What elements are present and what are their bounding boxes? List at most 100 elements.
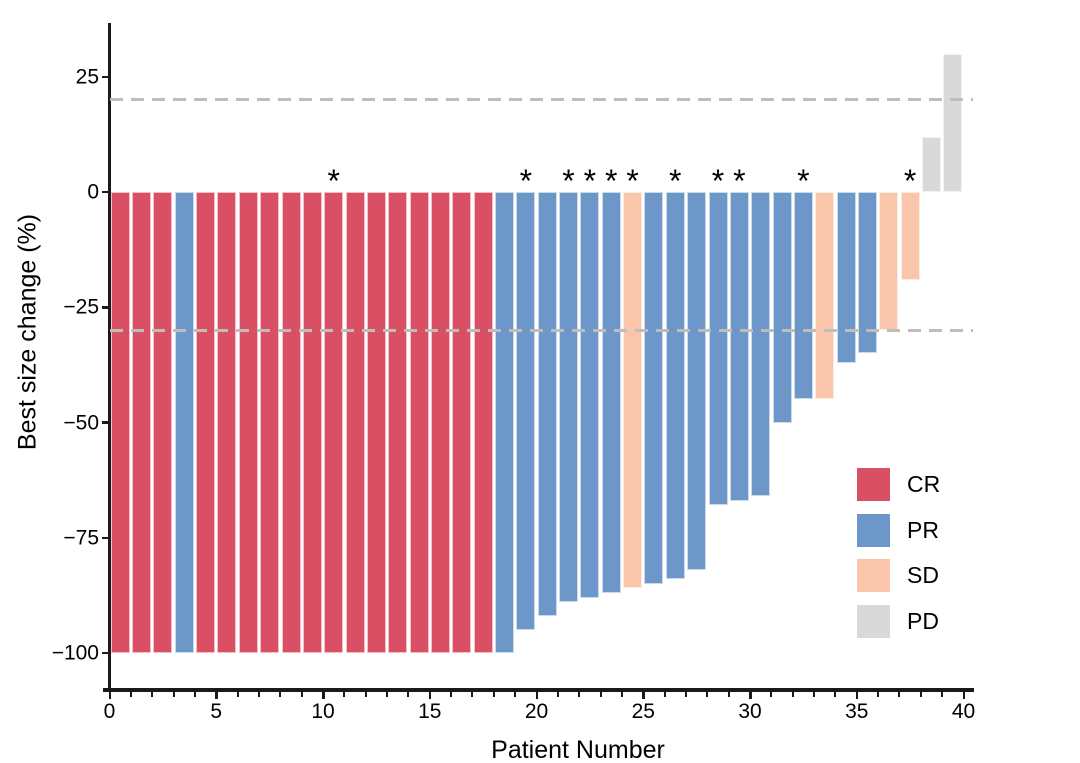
significance-asterisk: * (327, 163, 340, 199)
y-tick (101, 421, 108, 424)
bar-patient-14 (388, 192, 408, 653)
y-tick-label: −25 (63, 295, 99, 319)
bar-patient-13 (366, 192, 386, 653)
y-tick (101, 75, 108, 78)
bar-patient-3 (153, 192, 173, 653)
bar-patient-39 (922, 136, 941, 192)
x-tick-major (749, 691, 752, 699)
x-tick-minor (172, 691, 175, 697)
significance-asterisk: * (604, 163, 618, 199)
bar-patient-29 (708, 192, 728, 506)
x-tick-minor (514, 691, 517, 697)
bar-patient-31 (751, 192, 771, 497)
dashed-reference-line (110, 98, 973, 102)
x-tick-minor (684, 691, 687, 697)
significance-asterisk: * (733, 163, 746, 199)
bar-patient-30 (729, 192, 749, 501)
bar-patient-32 (772, 192, 792, 423)
bar-patient-21 (537, 192, 557, 617)
bar-patient-40 (943, 53, 963, 192)
bar-patient-36 (857, 192, 877, 354)
bar-patient-7 (238, 192, 258, 653)
x-tick-minor (727, 691, 730, 697)
legend-swatch-pr (857, 513, 890, 547)
dashed-reference-line (110, 328, 973, 332)
bar-patient-16 (430, 192, 450, 653)
legend-label: CR (907, 471, 941, 497)
x-tick-label: 10 (311, 700, 335, 723)
x-tick-minor (620, 691, 623, 697)
bar-patient-24 (601, 192, 621, 594)
y-tick-label: 0 (87, 180, 99, 204)
x-tick-minor (279, 691, 282, 697)
x-tick-minor (898, 691, 901, 697)
bar-patient-6 (217, 192, 237, 653)
bar-patient-26 (644, 192, 664, 584)
legend-label: PD (907, 607, 939, 634)
x-tick-minor (813, 691, 816, 697)
x-tick-label: 15 (418, 700, 442, 723)
x-tick-minor (877, 691, 880, 697)
bar-patient-8 (260, 192, 280, 653)
legend-label: SD (907, 562, 939, 588)
x-tick-minor (471, 691, 474, 697)
x-tick-minor (257, 691, 260, 697)
x-tick-minor (706, 691, 709, 697)
bar-patient-4 (174, 192, 194, 653)
x-tick-major (535, 691, 538, 699)
significance-asterisk: * (797, 163, 810, 199)
legend-row-cr: CR (857, 468, 940, 501)
legend-row-sd: SD (857, 559, 940, 592)
legend: CR PR SD PD (857, 468, 940, 638)
y-tick-label: −100 (51, 641, 99, 665)
x-tick-minor (407, 691, 410, 697)
y-axis-line (107, 23, 111, 691)
y-tick (101, 536, 108, 539)
x-tick-minor (300, 691, 303, 697)
legend-swatch-sd (857, 559, 890, 592)
bar-patient-25 (623, 192, 643, 589)
y-axis-title: Best size change (%) (13, 213, 42, 451)
x-axis-title: Patient Number (491, 736, 665, 763)
x-tick-major (855, 691, 859, 699)
x-tick-major (962, 691, 965, 699)
significance-asterisk: * (903, 163, 917, 199)
x-tick-minor (663, 691, 666, 697)
bar-patient-34 (815, 192, 835, 400)
x-tick-minor (236, 691, 239, 697)
x-tick-minor (343, 691, 346, 697)
x-tick-minor (770, 691, 773, 697)
x-tick-major (108, 691, 111, 699)
bar-patient-27 (665, 192, 685, 580)
bar-patient-37 (879, 192, 899, 331)
x-tick-label: 0 (103, 700, 116, 723)
bar-patient-22 (559, 192, 579, 603)
x-tick-minor (129, 691, 132, 697)
bar-patient-5 (196, 192, 216, 653)
significance-asterisk: * (626, 163, 639, 199)
bar-patient-38 (900, 192, 920, 280)
x-tick-minor (556, 691, 559, 697)
x-tick-minor (599, 691, 602, 697)
x-tick-major (642, 691, 645, 699)
bar-patient-2 (132, 192, 152, 653)
y-tick-label: −50 (63, 411, 99, 434)
bar-patient-11 (324, 192, 344, 653)
legend-row-pd: PD (857, 604, 940, 638)
x-tick-minor (386, 691, 389, 697)
x-tick-minor (919, 691, 922, 697)
x-tick-label: 40 (951, 700, 976, 723)
x-tick-major (322, 691, 325, 699)
legend-label: PR (907, 516, 939, 543)
bar-patient-28 (687, 192, 707, 571)
bar-patient-10 (302, 192, 322, 653)
bar-patient-19 (495, 192, 514, 653)
x-tick-label: 20 (524, 700, 549, 723)
x-tick-minor (193, 691, 196, 697)
bar-patient-23 (580, 192, 600, 598)
x-tick-minor (834, 691, 837, 697)
significance-asterisk: * (711, 163, 725, 199)
y-tick (101, 190, 108, 194)
x-tick-label: 30 (738, 700, 762, 723)
